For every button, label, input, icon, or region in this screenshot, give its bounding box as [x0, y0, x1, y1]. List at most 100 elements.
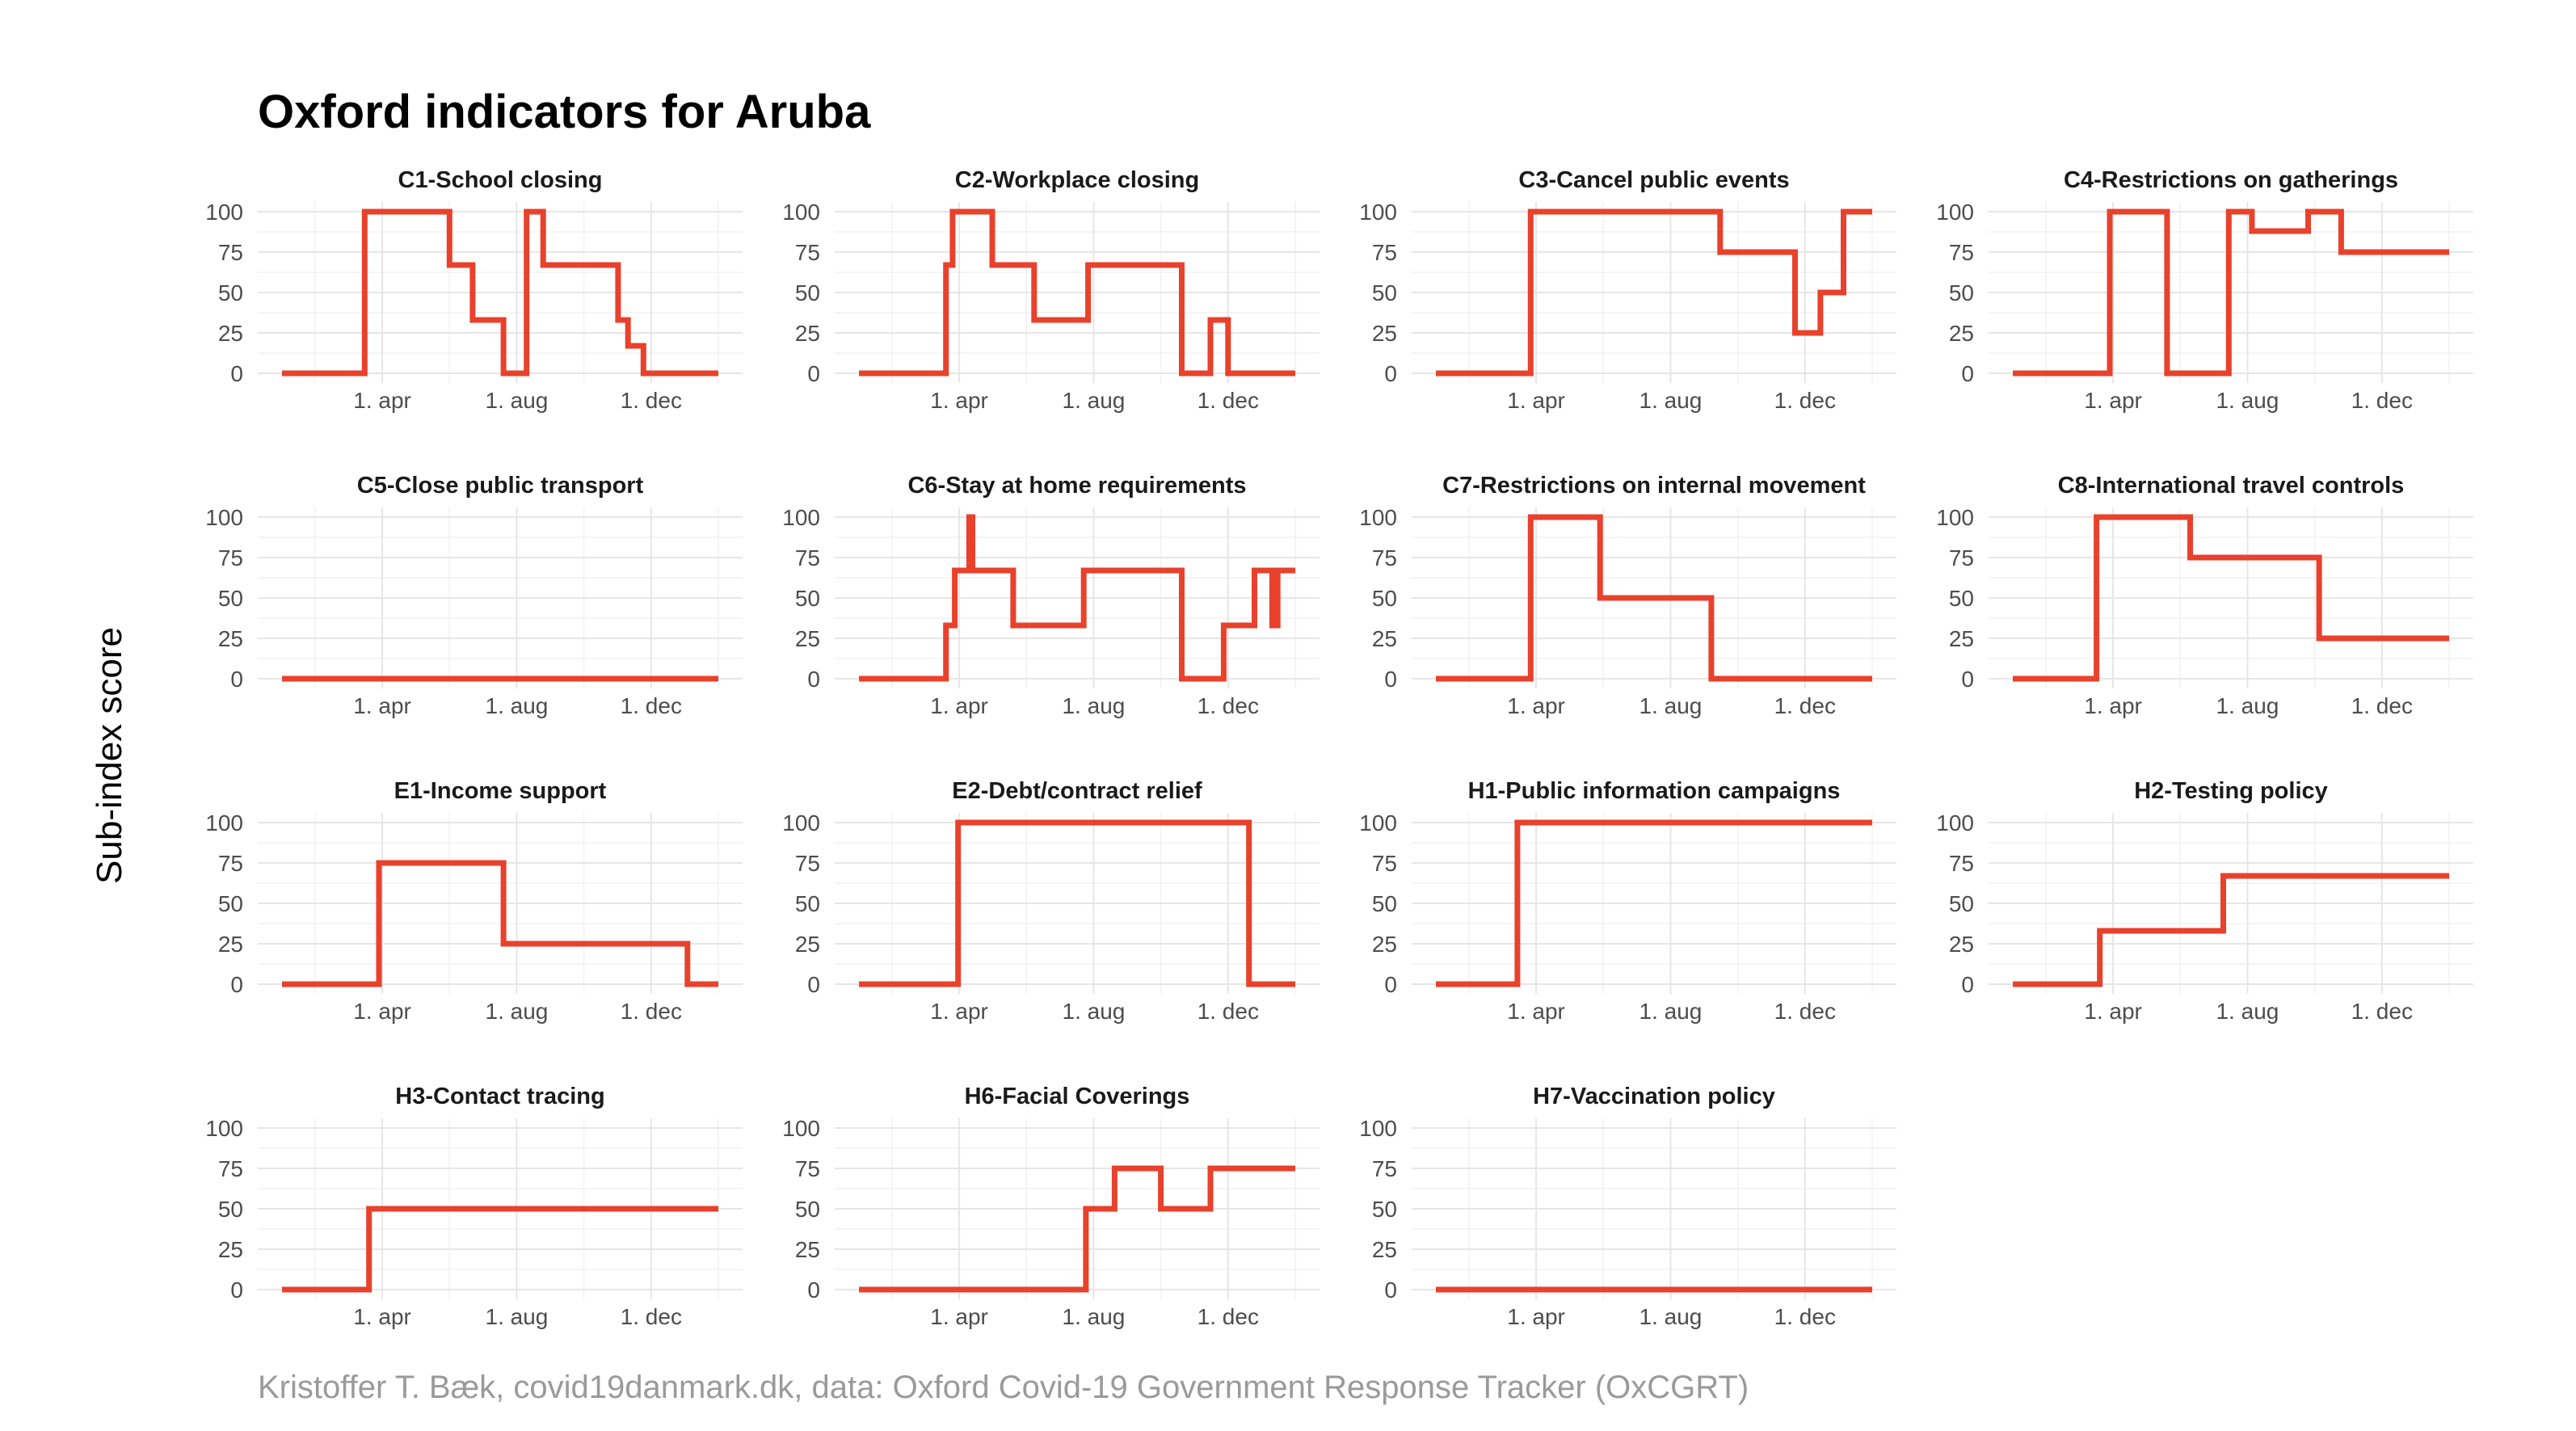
x-tick-label: 1. dec [1198, 1304, 1259, 1329]
y-tick-label: 75 [1949, 851, 1974, 876]
x-tick-label: 1. aug [1639, 1304, 1703, 1329]
y-tick-label: 25 [1949, 932, 1974, 957]
panel-title: C5-Close public transport [357, 473, 644, 499]
x-tick-label: 1. apr [353, 999, 411, 1024]
x-tick-label: 1. dec [621, 388, 682, 413]
chart-title: Oxford indicators for Aruba [258, 86, 871, 138]
x-tick-label: 1. apr [930, 1304, 988, 1329]
y-tick-label: 0 [1384, 1277, 1397, 1303]
panel-title: H7-Vaccination policy [1533, 1084, 1775, 1109]
panel: 0 25 50 75 100 1. apr 1. aug 1. dec E1-Income su… [205, 778, 743, 1024]
y-tick-label: 50 [1949, 586, 1974, 611]
panel: 0 25 50 75 100 1. apr 1. aug 1. dec C2-Workplace… [782, 167, 1320, 413]
x-tick-label: 1. aug [2216, 388, 2279, 413]
y-tick-label: 50 [1372, 280, 1397, 305]
y-tick-label: 0 [1384, 667, 1397, 692]
x-tick-label: 1. dec [1198, 693, 1259, 718]
y-tick-label: 100 [782, 1116, 820, 1141]
y-tick-label: 100 [1936, 200, 1974, 225]
y-tick-label: 25 [795, 932, 820, 957]
y-tick-label: 50 [795, 586, 820, 611]
y-tick-label: 0 [1961, 667, 1974, 692]
x-tick-label: 1. dec [1198, 999, 1259, 1024]
x-tick-label: 1. apr [353, 388, 411, 413]
panel: 0 25 50 75 100 1. apr 1. aug 1. dec C4-Restricti… [1936, 167, 2473, 413]
y-tick-label: 50 [1372, 1197, 1397, 1222]
panel-title: H2-Testing policy [2134, 778, 2328, 804]
panel: 0 25 50 75 100 1. apr 1. aug 1. dec C3-Cancel pu… [1359, 167, 1896, 413]
y-tick-label: 100 [782, 200, 820, 225]
y-tick-label: 50 [795, 891, 820, 916]
y-tick-label: 0 [230, 972, 243, 997]
y-tick-label: 25 [1949, 321, 1974, 346]
x-tick-label: 1. apr [1507, 388, 1565, 413]
y-tick-label: 25 [218, 321, 243, 346]
y-tick-label: 0 [807, 667, 820, 692]
y-tick-label: 100 [205, 1116, 243, 1141]
y-tick-label: 0 [230, 667, 243, 692]
y-tick-label: 75 [795, 240, 820, 265]
y-tick-label: 75 [1949, 240, 1974, 265]
x-tick-label: 1. dec [2351, 999, 2413, 1024]
x-tick-label: 1. dec [1198, 388, 1259, 413]
y-tick-label: 75 [1949, 545, 1974, 570]
x-tick-label: 1. aug [1063, 999, 1126, 1024]
x-tick-label: 1. apr [1507, 999, 1565, 1024]
x-tick-label: 1. dec [1774, 693, 1836, 718]
panel: 0 25 50 75 100 1. apr 1. aug 1. dec E2-Debt/cont… [782, 778, 1320, 1024]
x-tick-label: 1. apr [930, 999, 988, 1024]
y-tick-label: 25 [218, 1237, 243, 1262]
x-tick-label: 1. aug [2216, 999, 2279, 1024]
panel: 0 25 50 75 100 1. apr 1. aug 1. dec H7-Vaccinati… [1359, 1084, 1896, 1329]
panel-title: C3-Cancel public events [1518, 167, 1789, 193]
series-line [859, 514, 1295, 682]
panel: 0 25 50 75 100 1. apr 1. aug 1. dec C6-Stay at h… [782, 473, 1320, 718]
x-tick-label: 1. aug [1063, 388, 1126, 413]
y-tick-label: 75 [1372, 240, 1397, 265]
x-tick-label: 1. aug [1063, 693, 1126, 718]
panel: 0 25 50 75 100 1. apr 1. aug 1. dec H1-Public in… [1359, 778, 1896, 1024]
panel: 0 25 50 75 100 1. apr 1. aug 1. dec C8-Internati… [1936, 473, 2473, 718]
series-line [282, 860, 718, 987]
panel-title: C1-School closing [398, 167, 603, 193]
panel: 0 25 50 75 100 1. apr 1. aug 1. dec C7-Restricti… [1359, 473, 1896, 718]
y-tick-label: 100 [205, 505, 243, 530]
x-tick-label: 1. aug [486, 693, 549, 718]
y-tick-label: 25 [218, 626, 243, 651]
y-tick-label: 100 [1359, 505, 1397, 530]
panel-title: C7-Restrictions on internal movement [1442, 473, 1866, 499]
y-tick-label: 100 [1359, 200, 1397, 225]
panel-title: C8-International travel controls [2058, 473, 2405, 499]
panel: 0 25 50 75 100 1. apr 1. aug 1. dec C5-Close pub… [205, 473, 743, 718]
y-tick-label: 0 [1384, 361, 1397, 386]
y-tick-label: 100 [205, 200, 243, 225]
caption: Kristoffer T. Bæk, covid19danmark.dk, da… [258, 1370, 1749, 1405]
y-tick-label: 50 [1949, 280, 1974, 305]
x-tick-label: 1. dec [1774, 1304, 1836, 1329]
panel: 0 25 50 75 100 1. apr 1. aug 1. dec H3-Contact t… [205, 1084, 743, 1329]
panel-grid: 0 25 50 75 100 1. apr 1. aug 1. dec C1-School cl… [205, 167, 2473, 1329]
y-tick-label: 0 [807, 972, 820, 997]
y-tick-label: 100 [1359, 810, 1397, 835]
series-line [282, 208, 718, 377]
series-line [1436, 208, 1872, 377]
y-tick-label: 75 [795, 851, 820, 876]
x-tick-label: 1. apr [2084, 999, 2142, 1024]
x-tick-label: 1. aug [2216, 693, 2279, 718]
y-tick-label: 75 [218, 851, 243, 876]
y-tick-label: 50 [795, 280, 820, 305]
panel-title: E1-Income support [394, 778, 607, 804]
y-tick-label: 50 [795, 1197, 820, 1222]
panel-title: H3-Contact tracing [395, 1084, 604, 1109]
series-line [1436, 514, 1872, 682]
y-tick-label: 25 [1372, 932, 1397, 957]
x-tick-label: 1. dec [2351, 388, 2413, 413]
y-tick-label: 50 [1372, 891, 1397, 916]
y-tick-label: 50 [1949, 891, 1974, 916]
y-tick-label: 0 [1961, 361, 1974, 386]
y-tick-label: 50 [218, 891, 243, 916]
y-tick-label: 75 [1372, 851, 1397, 876]
y-tick-label: 25 [1372, 1237, 1397, 1262]
x-tick-label: 1. aug [486, 1304, 549, 1329]
panel: 0 25 50 75 100 1. apr 1. aug 1. dec H2-Testing p… [1936, 778, 2473, 1024]
